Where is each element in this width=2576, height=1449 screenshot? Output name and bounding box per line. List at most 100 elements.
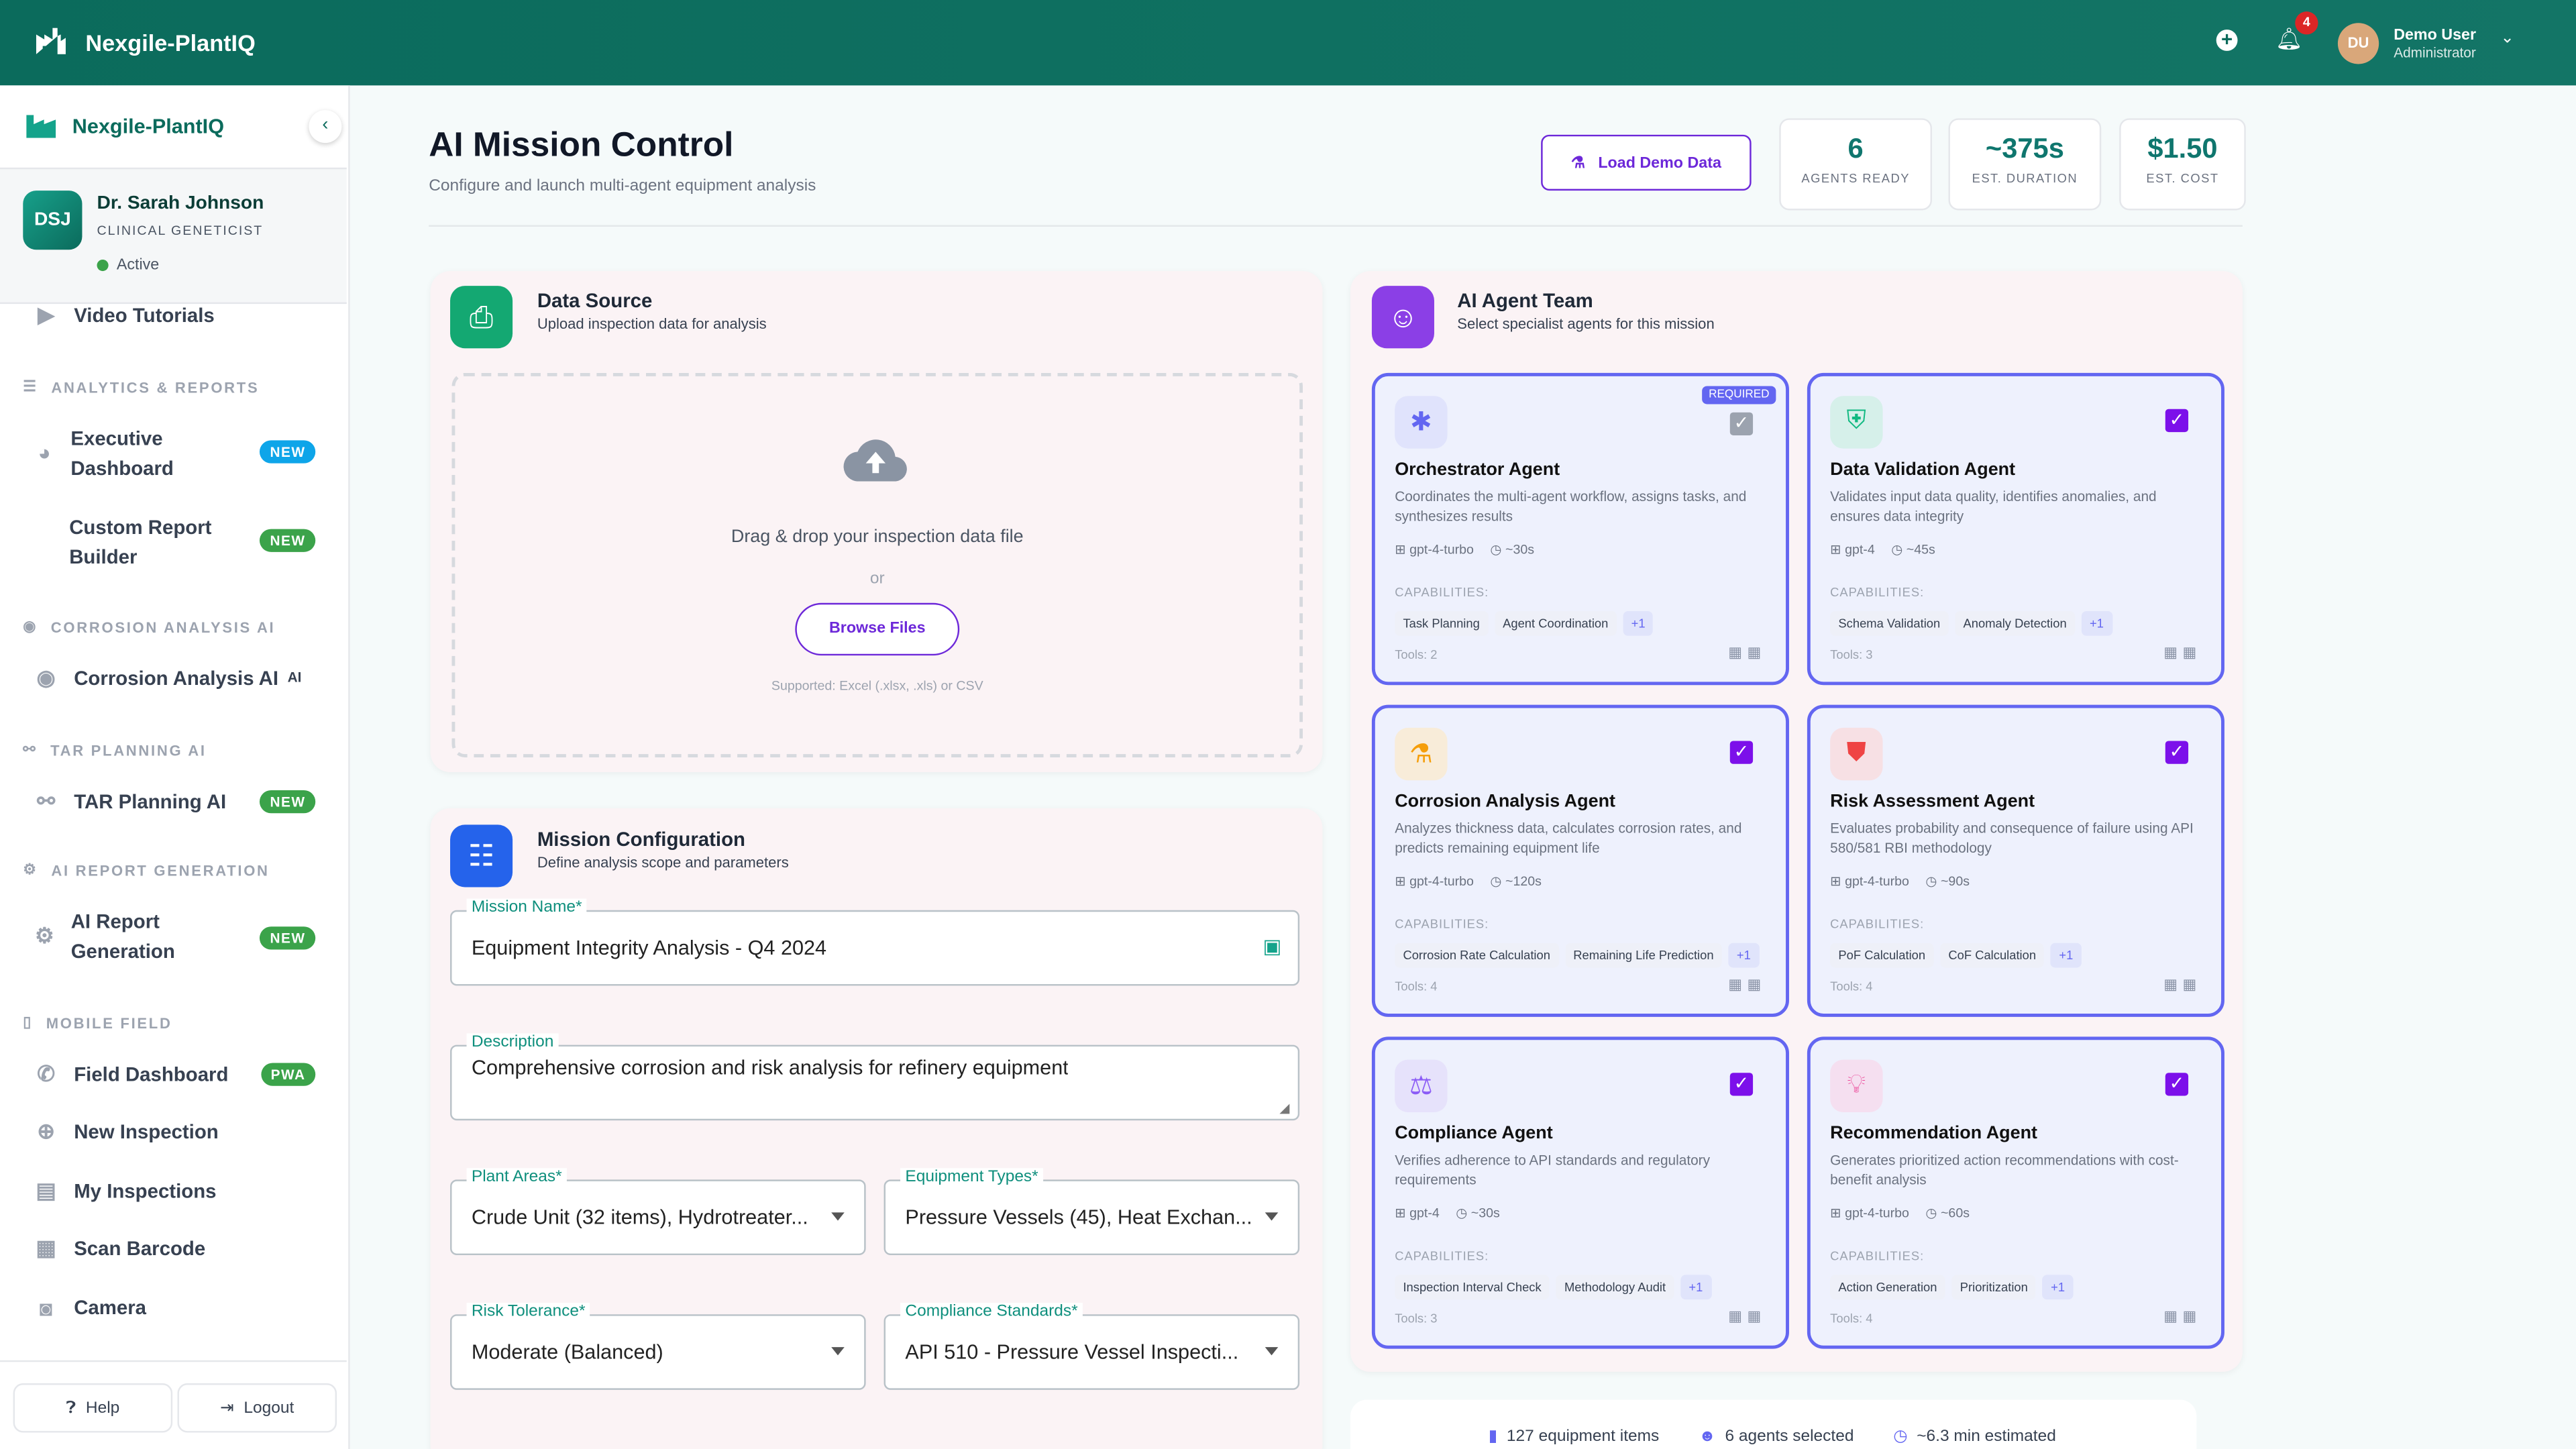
agent-time: ◷ ~30s xyxy=(1490,542,1535,557)
agent-model: ⊞ gpt-4-turbo xyxy=(1395,873,1474,889)
capability-chip: Methodology Audit xyxy=(1556,1275,1674,1300)
sidebar-item-new-inspection[interactable]: ⊕ New Inspection xyxy=(33,1119,329,1145)
chip-icon: ⊞ xyxy=(1830,1205,1841,1221)
help-icon: ❓︎ xyxy=(66,1399,76,1417)
add-icon[interactable]: + xyxy=(2216,29,2238,51)
sidebar-item-my-inspections[interactable]: ▤ My Inspections xyxy=(33,1178,329,1204)
more-capabilities-chip[interactable]: +1 xyxy=(2081,611,2112,636)
agent-time: ◷ ~90s xyxy=(1925,873,1970,889)
browse-files-button[interactable]: Browse Files xyxy=(795,602,960,656)
agent-checkbox[interactable]: ✓ xyxy=(2165,409,2189,433)
phone-icon: ▯ xyxy=(23,1014,34,1030)
agent-model: ⊞ gpt-4-turbo xyxy=(1830,873,1909,889)
sidebar-item-label: Camera xyxy=(74,1296,147,1320)
agent-time: ◷ ~120s xyxy=(1490,873,1542,889)
sidebar-brand: Nexgile-PlantIQ xyxy=(72,115,225,138)
agent-card[interactable]: ✱ REQUIRED ✓ Orchestrator Agent Coordina… xyxy=(1371,372,1789,686)
user-name: Demo User xyxy=(2394,26,2477,45)
agent-time: ◷ ~60s xyxy=(1925,1205,1970,1221)
load-demo-data-button[interactable]: ⚗ Load Demo Data xyxy=(1541,134,1752,191)
agent-card[interactable]: ⚗ ✓ Corrosion Analysis Agent Analyzes th… xyxy=(1371,704,1789,1017)
sidebar-item-scan-barcode[interactable]: ▦ Scan Barcode xyxy=(33,1236,329,1262)
sidebar-item-ai-report-generation[interactable]: ⚙ AI Report Generation xyxy=(33,907,246,966)
new-badge: NEW xyxy=(260,926,316,950)
brain-icon: ◉ xyxy=(36,665,56,690)
agent-checkbox[interactable]: ✓ xyxy=(2165,1073,2189,1096)
tools-count: Tools: 3 xyxy=(1395,1311,1438,1326)
robot-icon: ☺ xyxy=(1371,286,1434,349)
agent-name: Data Validation Agent xyxy=(1830,460,2016,480)
hierarchy-icon: ⚯ xyxy=(23,741,38,757)
clock-icon: ◷ xyxy=(1925,1205,1937,1221)
file-drop-zone[interactable]: Drag & drop your inspection data file or… xyxy=(451,372,1303,757)
more-capabilities-chip[interactable]: +1 xyxy=(2042,1275,2074,1300)
agent-checkbox[interactable]: ✓ xyxy=(2165,741,2189,764)
clock-icon: ◷ xyxy=(1490,542,1502,557)
agent-name: Corrosion Analysis Agent xyxy=(1395,792,1616,812)
agent-card[interactable]: 💡︎ ✓ Recommendation Agent Generates prio… xyxy=(1807,1036,2224,1349)
header-divider xyxy=(429,225,2243,227)
agent-team-subtitle: Select specialist agents for this missio… xyxy=(1457,315,1715,332)
profile-avatar: DSJ xyxy=(23,191,83,250)
hierarchy-icon: ⚯ xyxy=(37,788,55,814)
capabilities-label: CAPABILITIES: xyxy=(1830,916,1925,932)
more-capabilities-chip[interactable]: +1 xyxy=(2051,943,2082,968)
sidebar-item-executive-dashboard[interactable]: ◕ Executive Dashboard xyxy=(33,424,246,483)
logout-button[interactable]: ⇥ Logout xyxy=(177,1383,337,1433)
compliance-standards-select[interactable]: Compliance Standards* API 510 - Pressure … xyxy=(883,1303,1300,1390)
camera-icon: ◙ xyxy=(39,1295,53,1320)
mission-summary-bar: ▮ 127 equipment items ☻ 6 agents selecte… xyxy=(1350,1399,2197,1449)
sidebar-item-custom-report-builder[interactable]: Custom Report Builder xyxy=(33,513,246,572)
sidebar-item-label: Executive Dashboard xyxy=(70,427,174,480)
section-analytics: ☰ ANALYTICS & REPORTS xyxy=(23,378,260,395)
flask-icon: ⚗ xyxy=(1395,727,1448,781)
agent-time: ◷ ~45s xyxy=(1891,542,1935,557)
profile-name: Dr. Sarah Johnson xyxy=(97,193,264,214)
resize-handle-icon: ◢ xyxy=(1279,1100,1290,1116)
mission-name-input[interactable]: Mission Name* Equipment Integrity Analysi… xyxy=(450,898,1300,986)
new-badge: NEW xyxy=(260,440,316,464)
dropdown-arrow-icon xyxy=(831,1347,845,1356)
chevron-down-icon[interactable]: ⌄ xyxy=(2500,30,2514,48)
clock-icon: ◷ xyxy=(1456,1205,1468,1221)
sidebar-item-label: Custom Report Builder xyxy=(69,515,212,569)
equipment-icon: ▮ xyxy=(1488,1428,1498,1446)
sidebar-item-camera[interactable]: ◙ Camera xyxy=(33,1295,329,1321)
app-brand[interactable]: Nexgile-PlantIQ xyxy=(85,30,256,56)
tools-count: Tools: 4 xyxy=(1830,979,1873,994)
capability-chip: CoF Calculation xyxy=(1940,943,2045,968)
data-source-title: Data Source xyxy=(537,289,653,313)
bar-chart-icon: ☰ xyxy=(23,378,38,394)
description-textarea[interactable]: Description Comprehensive corrosion and r… xyxy=(450,1033,1300,1121)
mission-config-subtitle: Define analysis scope and parameters xyxy=(537,854,789,871)
equipment-types-select[interactable]: Equipment Types* Pressure Vessels (45), H… xyxy=(883,1168,1300,1256)
plant-areas-select[interactable]: Plant Areas* Crude Unit (32 items), Hydro… xyxy=(450,1168,866,1256)
agent-card[interactable]: ⛨ ✓ Data Validation Agent Validates inpu… xyxy=(1807,372,2224,686)
agent-card[interactable]: ⚖ ✓ Compliance Agent Verifies adherence … xyxy=(1371,1036,1789,1349)
collapse-sidebar-button[interactable]: ‹ xyxy=(309,110,342,144)
agent-checkbox[interactable]: ✓ xyxy=(1729,741,1754,764)
sidebar-item-corrosion-analysis-ai[interactable]: ◉ Corrosion Analysis AI xyxy=(33,665,329,692)
risk-tolerance-select[interactable]: Risk Tolerance* Moderate (Balanced) xyxy=(450,1303,866,1390)
agent-checkbox[interactable]: ✓ xyxy=(1729,1073,1754,1096)
sidebar-item-tar-planning-ai[interactable]: ⚯ TAR Planning AI xyxy=(33,789,329,815)
tune-icon: ☷ xyxy=(450,824,513,888)
more-capabilities-chip[interactable]: +1 xyxy=(1623,611,1654,636)
sidebar-item-field-dashboard[interactable]: ✆ Field Dashboard xyxy=(33,1061,329,1087)
sidebar-item-video-tutorials[interactable]: ▶ Video Tutorials xyxy=(33,303,329,329)
logout-icon: ⇥ xyxy=(220,1399,234,1417)
qr-code-icon: ▦ xyxy=(36,1235,56,1260)
agent-description: Coordinates the multi-agent workflow, as… xyxy=(1395,488,1747,525)
user-avatar[interactable]: DU xyxy=(2337,23,2379,64)
chip-icon: ⊞ xyxy=(1830,542,1841,557)
dropdown-arrow-icon xyxy=(1265,1212,1279,1221)
agent-name: Risk Assessment Agent xyxy=(1830,792,2035,812)
top-app-bar: Nexgile-PlantIQ + 🔔︎ 4 DU Demo User Admi… xyxy=(0,0,2576,86)
more-capabilities-chip[interactable]: +1 xyxy=(1680,1275,1711,1300)
new-badge: NEW xyxy=(260,790,316,814)
shield-alert-icon: ⛊ xyxy=(1830,727,1883,781)
chip-icon: ⊞ xyxy=(1395,1205,1406,1221)
more-capabilities-chip[interactable]: +1 xyxy=(1728,943,1760,968)
help-button[interactable]: ❓︎ Help xyxy=(13,1383,173,1433)
agent-card[interactable]: ⛊ ✓ Risk Assessment Agent Evaluates prob… xyxy=(1807,704,2224,1017)
